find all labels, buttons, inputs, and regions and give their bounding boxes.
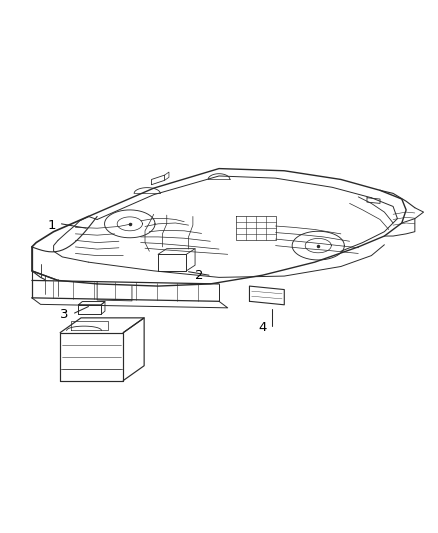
Text: 1: 1 bbox=[47, 219, 56, 232]
Text: 3: 3 bbox=[60, 308, 69, 321]
Text: 4: 4 bbox=[258, 321, 267, 334]
Text: 2: 2 bbox=[195, 269, 204, 282]
